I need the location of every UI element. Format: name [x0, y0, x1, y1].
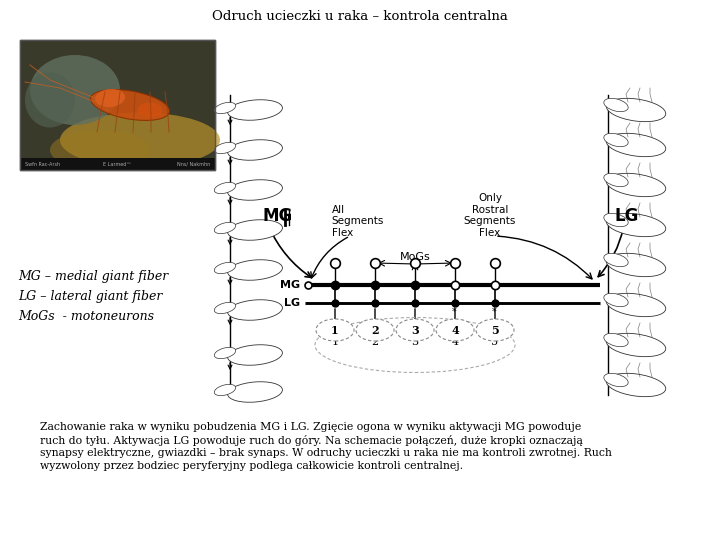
Text: LG: LG — [614, 207, 639, 225]
Text: 3: 3 — [411, 337, 418, 347]
Text: All
Segments
Flex: All Segments Flex — [332, 205, 384, 238]
Ellipse shape — [228, 345, 282, 365]
Ellipse shape — [215, 183, 235, 194]
Text: synapsy elektryczne, gwiazdki – brak synaps. W odruchy ucieczki u raka nie ma ko: synapsy elektryczne, gwiazdki – brak syn… — [40, 448, 612, 458]
Ellipse shape — [356, 319, 394, 341]
Bar — [20, 40, 215, 170]
Text: MoGs: MoGs — [400, 252, 431, 262]
Text: 4: 4 — [451, 325, 459, 335]
Text: MG: MG — [263, 207, 293, 225]
Ellipse shape — [228, 180, 282, 200]
Ellipse shape — [604, 293, 628, 307]
Ellipse shape — [228, 220, 282, 240]
Text: E Larmed™: E Larmed™ — [103, 161, 131, 166]
Ellipse shape — [606, 133, 666, 157]
Text: 1: 1 — [331, 325, 339, 335]
Text: Odruch ucieczki u raka – kontrola centralna: Odruch ucieczki u raka – kontrola centra… — [212, 10, 508, 23]
Text: 4: 4 — [451, 337, 459, 347]
Ellipse shape — [476, 319, 514, 341]
Ellipse shape — [215, 384, 235, 396]
Ellipse shape — [606, 253, 666, 276]
Text: LG – lateral giant fiber: LG – lateral giant fiber — [18, 290, 163, 303]
Text: MG: MG — [280, 280, 300, 290]
Text: MG – medial giant fiber: MG – medial giant fiber — [18, 270, 168, 283]
Ellipse shape — [606, 173, 666, 197]
Ellipse shape — [60, 112, 220, 167]
Text: 5: 5 — [492, 337, 498, 347]
Ellipse shape — [604, 133, 628, 147]
Text: ruch do tyłu. Aktywacja LG powoduje ruch do góry. Na schemacie połączeń, duże kr: ruch do tyłu. Aktywacja LG powoduje ruch… — [40, 435, 583, 446]
Text: LG: LG — [284, 298, 300, 308]
Ellipse shape — [604, 173, 628, 187]
Text: Swfn Rac-Arsh: Swfn Rac-Arsh — [25, 161, 60, 166]
Text: 2: 2 — [372, 325, 379, 335]
Text: wyzwolony przez bodziec peryferyjny podlega całkowicie kontroli centralnej.: wyzwolony przez bodziec peryferyjny podl… — [40, 461, 463, 471]
Ellipse shape — [228, 140, 282, 160]
Text: 5: 5 — [491, 325, 499, 335]
Bar — [20, 40, 215, 170]
Ellipse shape — [436, 319, 474, 341]
Ellipse shape — [50, 130, 150, 170]
Text: *: * — [451, 307, 456, 317]
Ellipse shape — [215, 222, 235, 234]
Bar — [20, 158, 215, 170]
Ellipse shape — [228, 300, 282, 320]
Ellipse shape — [30, 55, 120, 125]
Ellipse shape — [95, 89, 125, 107]
Ellipse shape — [215, 347, 235, 359]
Ellipse shape — [606, 373, 666, 397]
Ellipse shape — [228, 100, 282, 120]
Ellipse shape — [228, 382, 282, 402]
Ellipse shape — [604, 333, 628, 347]
Ellipse shape — [396, 319, 434, 341]
Text: 3: 3 — [411, 325, 419, 335]
Text: Zachowanie raka w wyniku pobudzenia MG i LG. Zgięcie ogona w wyniku aktywacji MG: Zachowanie raka w wyniku pobudzenia MG i… — [40, 422, 581, 432]
Ellipse shape — [138, 103, 163, 118]
Text: 2: 2 — [372, 337, 379, 347]
Ellipse shape — [228, 260, 282, 280]
Ellipse shape — [604, 253, 628, 267]
Ellipse shape — [606, 333, 666, 356]
Ellipse shape — [25, 72, 75, 127]
Ellipse shape — [215, 103, 235, 113]
Ellipse shape — [215, 143, 235, 153]
Text: Nns/ Nakmhn: Nns/ Nakmhn — [176, 161, 210, 166]
Text: 1: 1 — [331, 337, 338, 347]
Ellipse shape — [91, 90, 169, 120]
Text: Only
Rostral
Segments
Flex: Only Rostral Segments Flex — [464, 193, 516, 238]
Ellipse shape — [316, 319, 354, 341]
Ellipse shape — [606, 213, 666, 237]
Text: MoGs  - motoneurons: MoGs - motoneurons — [18, 310, 154, 323]
Ellipse shape — [604, 373, 628, 387]
Ellipse shape — [215, 302, 235, 314]
Ellipse shape — [215, 262, 235, 274]
Ellipse shape — [606, 98, 666, 122]
Ellipse shape — [606, 293, 666, 316]
Ellipse shape — [604, 98, 628, 112]
Ellipse shape — [604, 213, 628, 227]
Text: *: * — [492, 307, 496, 317]
